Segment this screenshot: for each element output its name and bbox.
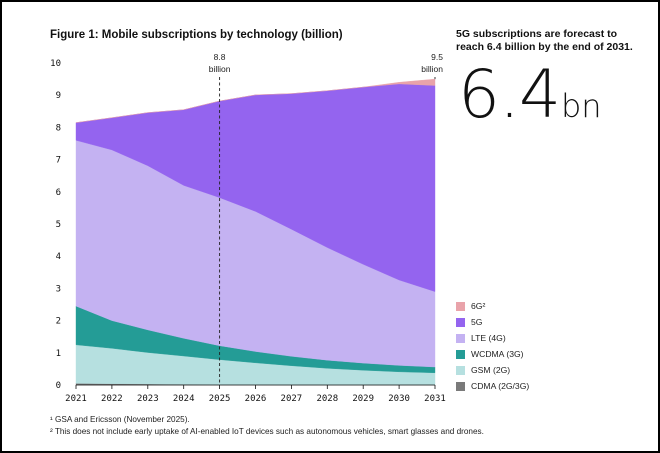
y-tick-label: 8 [56, 123, 61, 133]
area-6g [75, 78, 436, 123]
legend-label: 6G² [471, 301, 486, 311]
x-tick-label: 2031 [424, 394, 446, 404]
big-number-unit: bn [560, 87, 602, 125]
y-tick-label: 3 [56, 284, 61, 294]
x-tick-label: 2026 [245, 394, 267, 404]
legend-item-gsm-2g: GSM (2G) [456, 362, 529, 378]
x-tick-label: 2027 [281, 394, 303, 404]
legend-swatch [456, 349, 465, 359]
legend-swatch [456, 381, 465, 391]
x-tick-label: 2021 [65, 394, 87, 404]
chart-legend: 6G² 5G LTE (4G) WCDMA (3G) GSM (2G) CDMA (2G/… [456, 298, 529, 394]
x-tick-label: 2029 [352, 394, 374, 404]
legend-label: WCDMA (3G) [471, 349, 524, 359]
legend-item-6g: 6G² [456, 298, 529, 314]
big-number-callout: 6.4bn [458, 62, 602, 128]
annotation-value: 8.8 [214, 52, 226, 62]
y-tick-label: 7 [56, 156, 61, 166]
legend-item-cdma-2g-3g: CDMA (2G/3G) [456, 378, 529, 394]
footnotes: ¹ GSA and Ericsson (November 2025). ² Th… [50, 414, 484, 438]
y-tick-label: 5 [56, 220, 61, 230]
x-tick-label: 2024 [173, 394, 195, 404]
x-tick-label: 2025 [209, 394, 231, 404]
legend-swatch [456, 365, 465, 375]
y-tick-label: 10 [50, 59, 61, 69]
annotation-unit: billion [209, 64, 231, 74]
x-tick-label: 2030 [388, 394, 410, 404]
legend-item-lte-4g: LTE (4G) [456, 330, 529, 346]
legend-swatch [456, 333, 465, 343]
y-tick-label: 2 [56, 317, 61, 327]
y-tick-label: 4 [56, 252, 61, 262]
y-tick-label: 0 [56, 381, 61, 391]
x-tick-label: 2022 [101, 394, 123, 404]
y-tick-label: 9 [56, 91, 61, 101]
x-tick-label: 2028 [316, 394, 338, 404]
x-tick-label: 2023 [137, 394, 159, 404]
annotation-value: 9.5 [431, 52, 443, 62]
legend-item-5g: 5G [456, 314, 529, 330]
y-tick-label: 6 [56, 188, 61, 198]
legend-label: 5G [471, 317, 483, 327]
legend-label: CDMA (2G/3G) [471, 381, 530, 391]
legend-swatch [456, 301, 465, 311]
y-tick-label: 1 [56, 349, 61, 359]
footnote-2: ² This does not include early uptake of … [50, 427, 484, 436]
legend-label: GSM (2G) [471, 365, 511, 375]
legend-item-wcdma-3g: WCDMA (3G) [456, 346, 529, 362]
callout-text: 5G subscriptions are forecast to reach 6… [456, 28, 633, 53]
legend-swatch [456, 317, 465, 327]
annotation-unit: billion [421, 64, 443, 74]
footnote-1: ¹ GSA and Ericsson (November 2025). [50, 415, 190, 424]
figure-title: Figure 1: Mobile subscriptions by techno… [50, 29, 343, 41]
big-number-value: 6.4 [458, 56, 561, 133]
legend-label: LTE (4G) [471, 333, 506, 343]
